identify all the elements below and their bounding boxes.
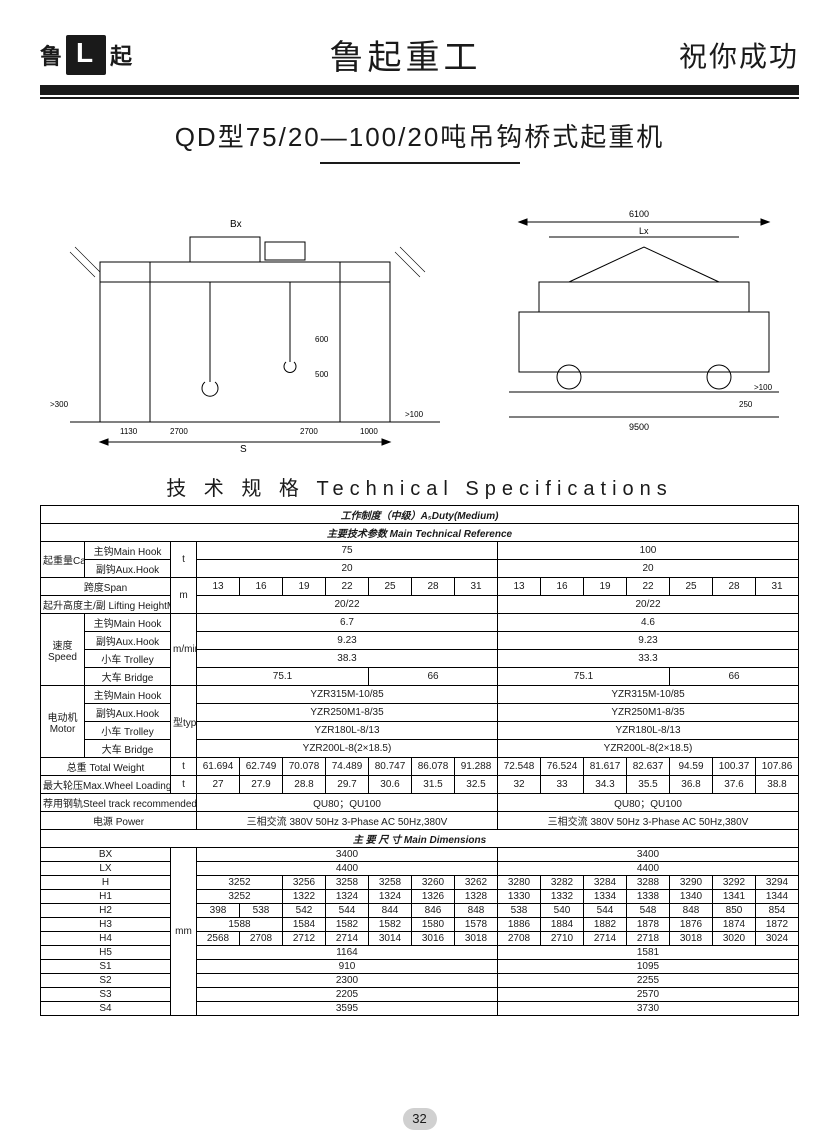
slogan: 祝你成功 (679, 35, 799, 75)
svg-text:Lx: Lx (639, 226, 649, 236)
rule-thick (40, 85, 799, 95)
ref-header: 主要技术参数 Main Technical Reference (41, 524, 799, 542)
svg-text:1130: 1130 (120, 427, 138, 436)
row-speed: 速度Speed (41, 614, 85, 686)
crane-side-diagram: Bx S 1130 2700 2700 1000 600 500 >100 >3… (40, 182, 470, 452)
spec-title: 技 术 规 格 Technical Specifications (40, 472, 799, 501)
diagram-area: Bx S 1130 2700 2700 1000 600 500 >100 >3… (40, 182, 799, 462)
svg-text:9500: 9500 (629, 422, 649, 432)
page-header: 鲁 起 鲁起重工 祝你成功 (40, 30, 799, 79)
page-number-badge: 32 (403, 1108, 437, 1130)
svg-text:>100: >100 (754, 383, 773, 392)
svg-text:6100: 6100 (629, 209, 649, 219)
svg-text:>100: >100 (405, 410, 424, 419)
row-cap: 起重量Cap (41, 542, 85, 578)
row-motor: 电动机Motor (41, 686, 85, 758)
svg-text:Bx: Bx (230, 219, 242, 230)
svg-text:500: 500 (315, 370, 329, 379)
title-underline (320, 162, 520, 164)
svg-text:250: 250 (739, 400, 753, 409)
logo-left-char: 鲁 (40, 39, 62, 71)
logo-group: 鲁 起 (40, 35, 132, 75)
svg-text:S: S (240, 444, 247, 452)
page-title: QD型75/20—100/20吨吊钩桥式起重机 (40, 117, 799, 154)
brand-name: 鲁起重工 (330, 30, 482, 79)
spec-table: 工作制度（中级）A₅Duty(Medium) 主要技术参数 Main Techn… (40, 505, 799, 1016)
svg-text:2700: 2700 (300, 427, 318, 436)
svg-text:>300: >300 (50, 400, 69, 409)
duty-header: 工作制度（中级）A₅Duty(Medium) (41, 506, 799, 524)
svg-text:1000: 1000 (360, 427, 378, 436)
crane-end-diagram: 6100 Lx 9500 250 >100 (489, 192, 799, 442)
dim-header: 主 要 尺 寸 Main Dimensions (41, 830, 799, 848)
logo-right-char: 起 (110, 39, 132, 71)
svg-text:2700: 2700 (170, 427, 188, 436)
svg-text:600: 600 (315, 335, 329, 344)
logo-mark (66, 35, 106, 75)
rule-thin (40, 97, 799, 99)
